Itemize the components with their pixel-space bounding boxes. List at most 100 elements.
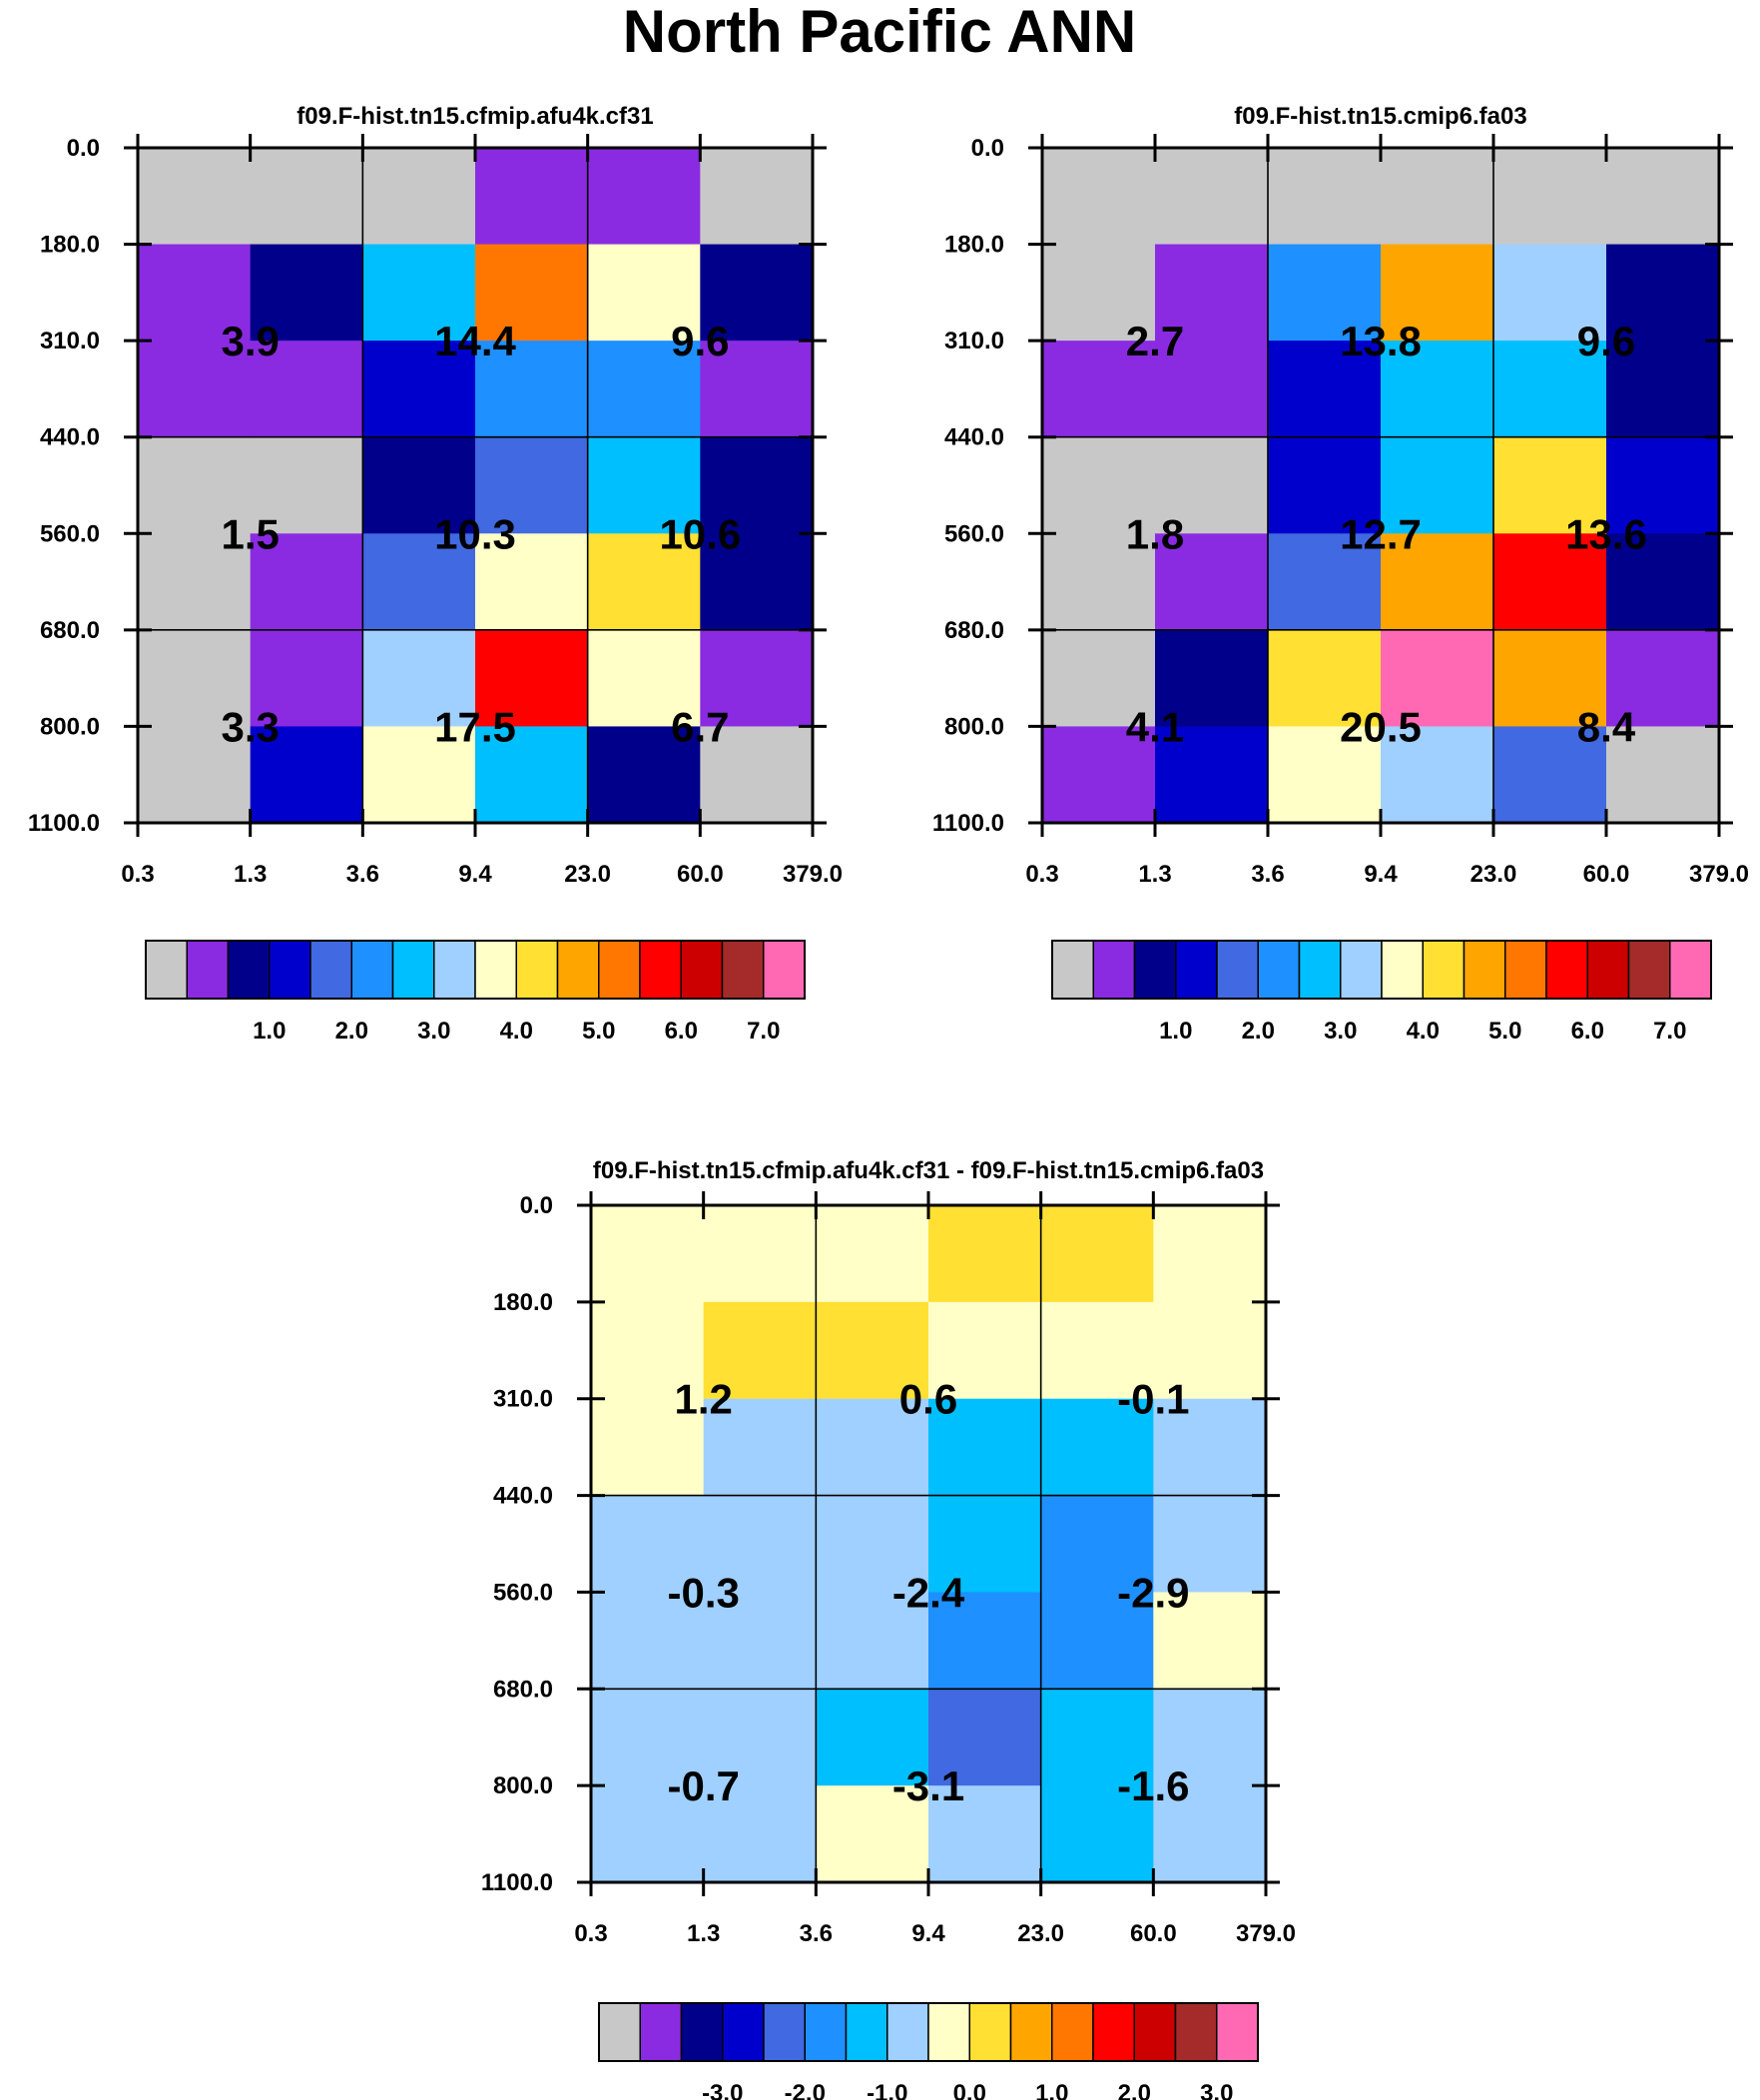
block-value-label: 0.6 bbox=[899, 1376, 957, 1423]
heatmap-cell bbox=[1040, 1592, 1154, 1690]
heatmap-cell bbox=[703, 1495, 817, 1594]
x-tick-label: 9.4 bbox=[911, 1920, 945, 1947]
heatmap-cell bbox=[700, 629, 814, 728]
block-value-label: 13.8 bbox=[1340, 318, 1422, 364]
x-tick-label: 1.3 bbox=[687, 1920, 720, 1947]
heatmap-cell bbox=[250, 148, 363, 246]
heatmap-cell bbox=[475, 341, 589, 438]
colorbar-label: 2.0 bbox=[1242, 1018, 1275, 1045]
colorbar-swatch bbox=[927, 2002, 970, 2062]
colorbar-swatch bbox=[1051, 940, 1094, 1000]
heatmap-cell bbox=[591, 1301, 705, 1400]
colorbar-swatch bbox=[556, 940, 600, 1000]
heatmap-cell bbox=[1493, 629, 1607, 728]
y-tick-label: 800.0 bbox=[944, 713, 1004, 740]
heatmap-cell bbox=[362, 436, 476, 534]
heatmap-cell bbox=[1153, 1205, 1267, 1303]
heatmap-cell bbox=[928, 1205, 1042, 1303]
heatmap-cell bbox=[362, 244, 476, 342]
colorbar-label: 7.0 bbox=[1653, 1018, 1686, 1045]
heatmap-cell bbox=[816, 1689, 929, 1786]
block-value-label: 14.4 bbox=[434, 318, 516, 364]
colorbar-swatch bbox=[1092, 940, 1136, 1000]
block-value-label: -3.1 bbox=[892, 1762, 964, 1809]
heatmap-cell bbox=[1040, 1301, 1154, 1400]
x-tick-label: 60.0 bbox=[1130, 1920, 1177, 1947]
x-tick-label: 23.0 bbox=[1470, 861, 1517, 888]
heatmap-cell bbox=[928, 1592, 1042, 1690]
heatmap-cell bbox=[1155, 726, 1269, 824]
x-tick-label: 379.0 bbox=[783, 861, 843, 888]
heatmap-cell bbox=[1042, 436, 1156, 534]
colorbar-swatch bbox=[186, 940, 230, 1000]
colorbar-swatch bbox=[886, 2002, 929, 2062]
colorbar-label: 5.0 bbox=[1488, 1018, 1521, 1045]
y-tick-label: 440.0 bbox=[493, 1483, 553, 1510]
panels: f09.F-hist.tn15.cfmip.afu4k.cf31 0.0 180.0… bbox=[28, 103, 1749, 2100]
panel-1: f09.F-hist.tn15.cfmip.afu4k.cf31 0.0 180.0… bbox=[28, 103, 843, 1045]
y-tick-label: 180.0 bbox=[40, 232, 100, 259]
colorbar-swatch bbox=[1545, 940, 1588, 1000]
heatmap-cell bbox=[362, 629, 476, 728]
heatmap-cell bbox=[1042, 244, 1156, 342]
heatmap-cell bbox=[362, 726, 476, 824]
heatmap-cell bbox=[587, 244, 701, 342]
block-value-label: 3.3 bbox=[221, 703, 279, 750]
x-tick-label: 3.6 bbox=[346, 861, 379, 888]
colorbar-swatch bbox=[1504, 940, 1547, 1000]
x-tick-label: 0.3 bbox=[1025, 861, 1058, 888]
heatmap-cell bbox=[475, 244, 589, 342]
colorbar-swatch bbox=[804, 2002, 848, 2062]
y-tick-label: 680.0 bbox=[944, 617, 1004, 644]
colorbar: -3.0 -2.0 -1.0 0.0 1.0 2.0 3.0 bbox=[598, 2002, 1259, 2100]
heatmap-cell bbox=[250, 341, 363, 438]
colorbar-swatch bbox=[639, 2002, 683, 2062]
colorbar-swatch bbox=[639, 940, 682, 1000]
block-value-label: -1.6 bbox=[1117, 1762, 1189, 1809]
colorbar-label: 5.0 bbox=[582, 1018, 615, 1045]
block-value-label: 12.7 bbox=[1340, 510, 1422, 557]
heatmap-cell bbox=[250, 629, 363, 728]
colorbar-swatch bbox=[1340, 940, 1383, 1000]
heatmap-cell bbox=[587, 726, 701, 824]
x-tick-label: 379.0 bbox=[1236, 1920, 1296, 1947]
heatmap-cell bbox=[1381, 148, 1494, 246]
heatmap-cell bbox=[1153, 1592, 1267, 1690]
heatmap-cell bbox=[928, 1689, 1042, 1786]
block-value-label: 1.8 bbox=[1126, 510, 1184, 557]
heatmap-cell bbox=[591, 1785, 705, 1883]
heatmap-cell bbox=[1153, 1495, 1267, 1594]
heatmap-cell bbox=[362, 533, 476, 631]
heatmap-cell bbox=[1493, 726, 1607, 824]
block-value-label: 1.5 bbox=[221, 510, 279, 557]
heatmap-cell bbox=[591, 1689, 705, 1786]
heatmap-cell bbox=[1040, 1785, 1154, 1883]
heatmap-cell bbox=[700, 436, 814, 534]
colorbar-swatch bbox=[227, 940, 271, 1000]
heatmap-cell bbox=[587, 436, 701, 534]
heatmap-cell bbox=[362, 341, 476, 438]
colorbar-swatch bbox=[309, 940, 352, 1000]
heatmap-cell bbox=[362, 148, 476, 246]
y-tick-label: 1100.0 bbox=[28, 810, 100, 837]
colorbar-swatch bbox=[1627, 940, 1671, 1000]
heatmap-cell bbox=[1155, 436, 1269, 534]
heatmap-cell bbox=[1606, 341, 1720, 438]
x-tick-label: 9.4 bbox=[458, 861, 492, 888]
heatmap-cell bbox=[1606, 533, 1720, 631]
y-tick-label: 1100.0 bbox=[932, 810, 1004, 837]
heatmap-cell bbox=[1268, 341, 1382, 438]
colorbar-label: -1.0 bbox=[867, 2080, 907, 2100]
colorbar-swatch bbox=[598, 2002, 641, 2062]
y-tick-label: 0.0 bbox=[520, 1192, 553, 1219]
colorbar-label: 2.0 bbox=[1118, 2080, 1151, 2100]
x-tick-label: 23.0 bbox=[1017, 1920, 1064, 1947]
block-value-label: 20.5 bbox=[1340, 703, 1422, 750]
heatmap-cell bbox=[816, 1785, 929, 1883]
colorbar-swatch bbox=[1669, 940, 1712, 1000]
y-tick-label: 800.0 bbox=[40, 713, 100, 740]
x-tick-label: 60.0 bbox=[1583, 861, 1630, 888]
heatmap-cell bbox=[475, 533, 589, 631]
colorbar-swatch bbox=[1586, 940, 1630, 1000]
